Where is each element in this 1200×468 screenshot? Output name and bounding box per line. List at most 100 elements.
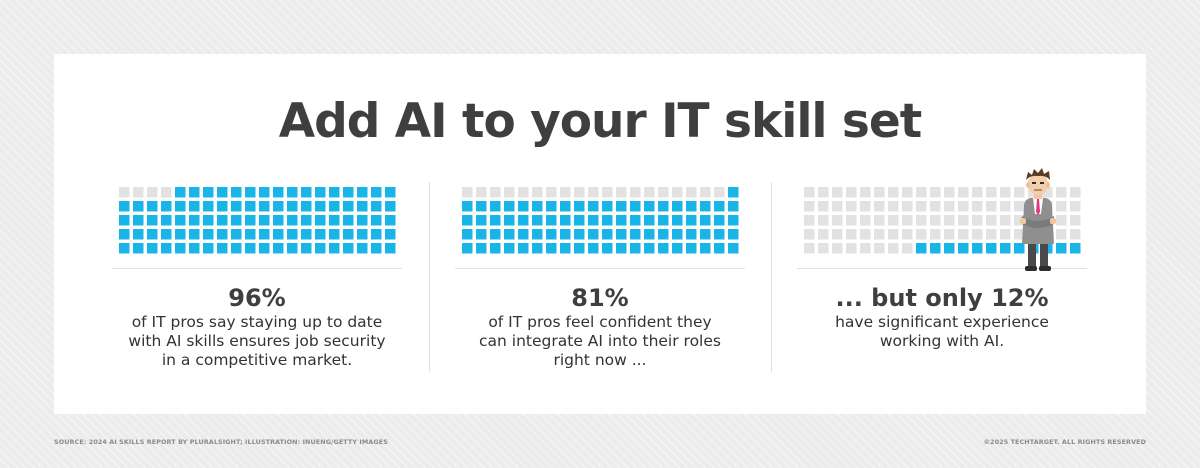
waffle-cell-filled: [189, 243, 200, 254]
waffle-cell-empty: [1014, 187, 1025, 198]
waffle-cell-empty: [986, 229, 997, 240]
waffle-cell-filled: [259, 215, 270, 226]
waffle-cell-empty: [476, 187, 487, 198]
waffle-cell-filled: [329, 215, 340, 226]
waffle-cell-filled: [616, 229, 627, 240]
waffle-cell-empty: [1000, 201, 1011, 212]
waffle-cell-filled: [385, 215, 396, 226]
waffle-cell-empty: [888, 201, 899, 212]
waffle-cell-filled: [1070, 243, 1081, 254]
waffle-cell-empty: [832, 187, 843, 198]
waffle-cell-empty: [700, 187, 711, 198]
waffle-cell-filled: [231, 187, 242, 198]
waffle-cell-filled: [175, 201, 186, 212]
waffle-cell-empty: [804, 243, 815, 254]
waffle-cell-filled: [287, 229, 298, 240]
waffle-cell-filled: [602, 243, 613, 254]
waffle-cell-filled: [644, 243, 655, 254]
waffle-cell-filled: [518, 229, 529, 240]
waffle-cell-empty: [902, 215, 913, 226]
waffle-cell-filled: [602, 215, 613, 226]
waffle-cell-filled: [714, 229, 725, 240]
waffle-cell-filled: [203, 229, 214, 240]
waffle-cell-empty: [1070, 215, 1081, 226]
waffle-cell-filled: [133, 201, 144, 212]
waffle-cell-filled: [147, 215, 158, 226]
waffle-cell-empty: [860, 201, 871, 212]
waffle-cell-empty: [1000, 215, 1011, 226]
waffle-cell-filled: [714, 215, 725, 226]
waffle-cell-filled: [658, 201, 669, 212]
waffle-cell-filled: [944, 243, 955, 254]
stat-panel-3: ... but only 12% have significant experi…: [797, 180, 1087, 380]
waffle-cell-empty: [1056, 201, 1067, 212]
waffle-cell-filled: [916, 243, 927, 254]
waffle-cell-empty: [602, 187, 613, 198]
waffle-cell-filled: [728, 215, 739, 226]
waffle-cell-filled: [287, 187, 298, 198]
waffle-cell-empty: [1014, 229, 1025, 240]
waffle-cell-empty: [574, 187, 585, 198]
waffle-cell-filled: [672, 243, 683, 254]
waffle-cell-filled: [630, 229, 641, 240]
waffle-cell-empty: [846, 187, 857, 198]
waffle-cell-filled: [658, 229, 669, 240]
waffle-cell-filled: [700, 229, 711, 240]
stat-value-1: 96%: [228, 284, 286, 312]
waffle-cell-filled: [385, 201, 396, 212]
waffle-baseline-1: [112, 268, 402, 269]
waffle-cell-filled: [343, 229, 354, 240]
waffle-cell-filled: [343, 215, 354, 226]
waffle-cell-empty: [1056, 229, 1067, 240]
waffle-cell-filled: [958, 243, 969, 254]
waffle-cell-empty: [1070, 229, 1081, 240]
waffle-cell-filled: [175, 187, 186, 198]
waffle-cell-filled: [588, 229, 599, 240]
waffle-cell-filled: [315, 229, 326, 240]
waffle-cell-filled: [329, 243, 340, 254]
copyright-note: ©2025 TECHTARGET. ALL RIGHTS RESERVED: [983, 438, 1146, 446]
stat-description-3-line-2: working with AI.: [879, 332, 1005, 350]
waffle-grid-2: [462, 187, 739, 254]
waffle-cell-filled: [357, 187, 368, 198]
waffle-cell-filled: [371, 215, 382, 226]
waffle-grid-1: [119, 187, 396, 254]
waffle-cell-filled: [462, 229, 473, 240]
waffle-cell-empty: [532, 187, 543, 198]
stat-value-2: 81%: [571, 284, 629, 312]
waffle-cell-filled: [371, 201, 382, 212]
waffle-cell-filled: [245, 229, 256, 240]
waffle-cell-empty: [930, 187, 941, 198]
waffle-cell-empty: [972, 215, 983, 226]
waffle-cell-filled: [1056, 243, 1067, 254]
waffle-cell-empty: [916, 201, 927, 212]
waffle-cell-filled: [273, 243, 284, 254]
waffle-cell-filled: [560, 243, 571, 254]
waffle-cell-filled: [273, 229, 284, 240]
waffle-cell-empty: [1042, 187, 1053, 198]
stat-description-1-line-1: of IT pros say staying up to date: [131, 313, 383, 331]
waffle-cell-filled: [602, 201, 613, 212]
waffle-cell-empty: [804, 187, 815, 198]
waffle-cell-filled: [119, 201, 130, 212]
waffle-cell-filled: [189, 187, 200, 198]
waffle-cell-filled: [231, 229, 242, 240]
waffle-cell-filled: [189, 215, 200, 226]
waffle-cell-empty: [518, 187, 529, 198]
panel-divider-2: [771, 182, 772, 372]
waffle-cell-filled: [161, 215, 172, 226]
waffle-baseline-2: [455, 268, 745, 269]
waffle-cell-filled: [672, 215, 683, 226]
waffle-cell-empty: [832, 201, 843, 212]
waffle-cell-filled: [532, 229, 543, 240]
waffle-cell-filled: [119, 243, 130, 254]
waffle-cell-filled: [490, 215, 501, 226]
waffle-cell-empty: [560, 187, 571, 198]
waffle-cell-empty: [986, 201, 997, 212]
stat-description-1-line-2: with AI skills ensures job security: [128, 332, 386, 350]
waffle-cell-filled: [287, 215, 298, 226]
waffle-cell-filled: [231, 201, 242, 212]
waffle-cell-filled: [357, 229, 368, 240]
waffle-cell-filled: [147, 229, 158, 240]
waffle-cell-filled: [315, 215, 326, 226]
